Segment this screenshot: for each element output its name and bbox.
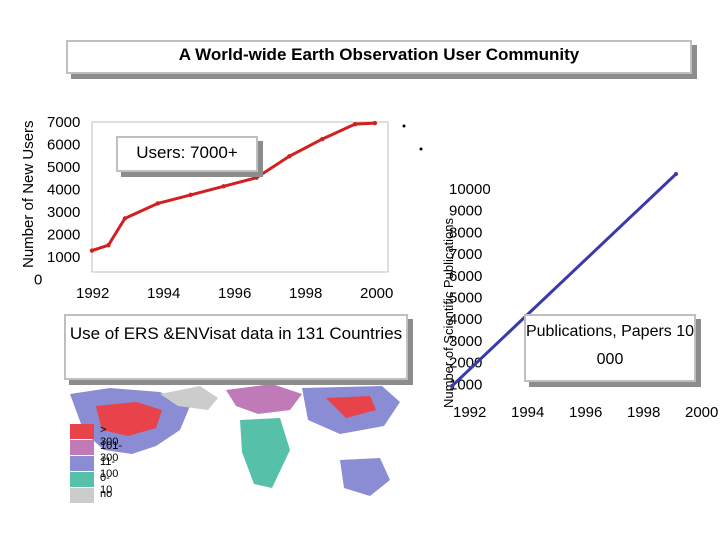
pubs-chart: 1000090008000700060005000400030002000100…	[449, 172, 718, 421]
pubs-y-tick: 4000	[449, 311, 482, 328]
pubs-y-tick: 7000	[449, 246, 482, 263]
pubs-callout-box	[524, 314, 696, 382]
users-x-tick: 2000	[360, 285, 393, 302]
pubs-data-point	[674, 172, 678, 176]
users-callout-box	[116, 136, 258, 172]
users-x-tick: 1994	[147, 285, 180, 302]
legend-label: > 300	[100, 424, 119, 448]
decor-dot	[419, 147, 423, 151]
pubs-data-point	[450, 384, 454, 388]
users-y-tick: 1000	[47, 249, 80, 266]
users-data-point	[254, 175, 259, 180]
pubs-y-tick: 5000	[449, 290, 482, 307]
pubs-y-tick: 9000	[449, 203, 482, 220]
title-box	[66, 40, 692, 74]
pubs-y-tick: 2000	[449, 355, 482, 372]
pubs-series-line	[450, 172, 678, 388]
pubs-x-tick: 1998	[627, 404, 660, 421]
users-y-tick: 0	[34, 272, 42, 289]
users-data-point	[188, 192, 193, 198]
page-title: A World-wide Earth Observation User Comm…	[178, 45, 580, 64]
users-data-point	[287, 154, 292, 159]
pubs-y-tick: 3000	[449, 333, 482, 350]
users-x-tick: 1996	[218, 285, 251, 302]
legend-label: 11-100	[100, 456, 119, 480]
users-chart: 7000 6000 5000 4000 3000 2000 1000 0 1992 1994 199…	[34, 114, 393, 302]
legend-label: 101-300	[100, 440, 123, 464]
pubs-y-tick: 8000	[449, 224, 482, 241]
legend-swatch	[70, 424, 94, 439]
users-data-point	[155, 201, 160, 206]
users-data-point	[352, 121, 358, 127]
users-data-point	[89, 248, 95, 253]
legend-swatch	[70, 488, 94, 503]
users-y-tick: 6000	[47, 137, 80, 154]
legend-label: no	[100, 488, 113, 500]
users-x-tick: 1992	[76, 285, 109, 302]
users-data-point	[221, 184, 226, 189]
users-data-point	[106, 243, 111, 248]
users-data-point	[372, 120, 378, 126]
users-data-point	[122, 216, 128, 221]
world-map-drawing	[40, 380, 410, 530]
users-y-tick: 3000	[47, 204, 80, 221]
users-x-tick: 1998	[289, 285, 322, 302]
pubs-x-tick: 1996	[569, 404, 602, 421]
pubs-y-tick: 6000	[449, 268, 482, 285]
users-data-point	[320, 136, 325, 142]
pubs-x-tick: 2000	[685, 404, 718, 421]
pubs-y-tick: 10000	[449, 181, 491, 198]
decor-dot	[402, 124, 406, 128]
users-plot-frame	[91, 121, 389, 273]
legend-swatch	[70, 440, 94, 455]
world-map	[40, 380, 410, 530]
countries-callout: Use of ERS &ENVisat data in 131 Countrie…	[69, 324, 403, 343]
users-y-tick: 2000	[47, 227, 80, 244]
users-callout: Users: 7000+	[136, 143, 238, 162]
pubs-callout: Publications, Papers 10 000	[525, 323, 695, 368]
pubs-x-tick: 1994	[511, 404, 544, 421]
users-y-tick: 4000	[47, 182, 80, 199]
users-y-tick: 7000	[47, 114, 80, 131]
legend-swatch	[70, 456, 94, 471]
legend-label: 0-10	[100, 472, 113, 496]
legend-swatch	[70, 472, 94, 487]
users-y-tick: 5000	[47, 159, 80, 176]
pubs-x-tick: 1992	[453, 404, 486, 421]
countries-callout-box	[64, 314, 408, 380]
